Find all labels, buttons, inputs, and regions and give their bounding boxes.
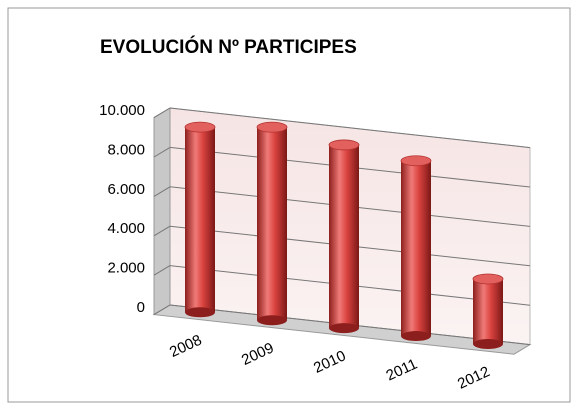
grid-line-side — [153, 146, 171, 158]
grid-line-side — [153, 265, 171, 276]
bar — [473, 278, 503, 344]
bar — [329, 144, 359, 329]
bar-top — [184, 121, 216, 133]
bar — [257, 127, 287, 321]
grid-line-side — [153, 107, 171, 119]
y-tick-label: 4.000 — [107, 220, 145, 237]
bar-bottom — [257, 315, 287, 326]
grid-line-side — [153, 186, 171, 197]
y-tick-label: 8.000 — [107, 141, 145, 158]
bar-top — [256, 121, 288, 133]
bar-top — [328, 139, 360, 151]
grid-line-side — [153, 304, 171, 316]
bar-top — [400, 155, 432, 167]
bar — [185, 127, 215, 313]
y-tick-label: 2.000 — [107, 260, 145, 277]
bar-bottom — [329, 323, 359, 334]
bar — [401, 160, 431, 337]
bar-top — [472, 273, 504, 285]
chart-title: EVOLUCIÓN Nº PARTICIPES — [100, 36, 357, 58]
bar-bottom — [185, 307, 215, 318]
y-tick-label: 6.000 — [107, 181, 145, 198]
bar-bottom — [401, 331, 431, 342]
y-tick-label: 0 — [137, 299, 145, 316]
side-wall — [153, 107, 171, 316]
grid-line-side — [153, 225, 171, 237]
bar-bottom — [473, 338, 503, 349]
grid-line — [169, 107, 531, 149]
y-tick-label: 10.000 — [99, 102, 145, 119]
